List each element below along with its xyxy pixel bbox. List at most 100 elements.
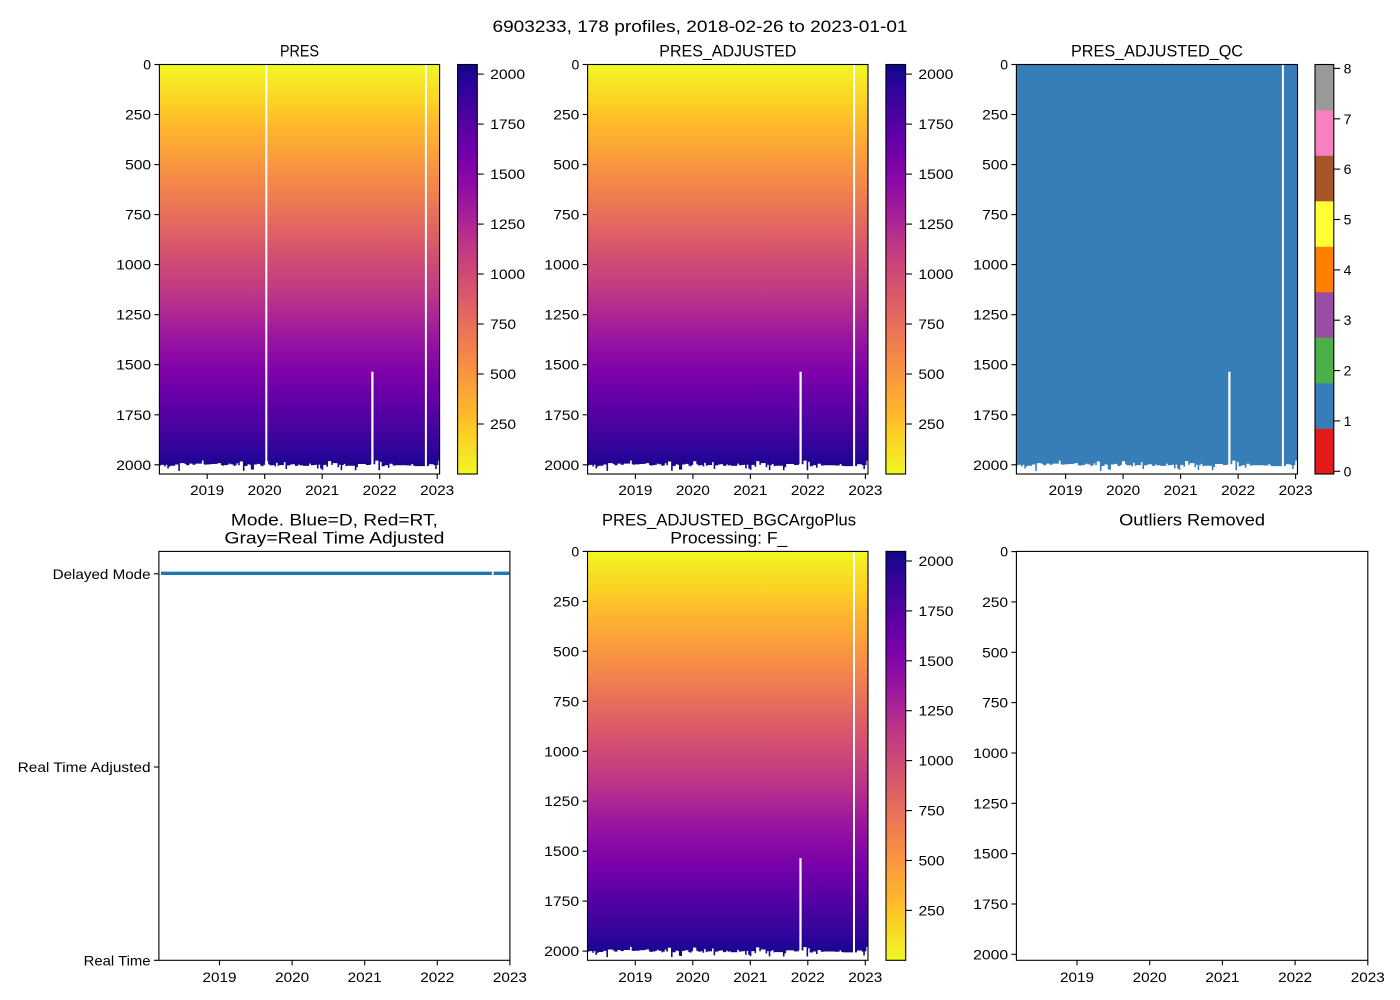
svg-text:2022: 2022 [791,482,825,498]
svg-text:2021: 2021 [1164,482,1198,498]
svg-text:1000: 1000 [490,266,525,282]
svg-text:1000: 1000 [544,743,579,759]
svg-text:1: 1 [1344,413,1352,429]
svg-text:2021: 2021 [733,482,767,498]
svg-text:250: 250 [553,593,579,609]
svg-text:1000: 1000 [973,257,1008,273]
svg-text:2023: 2023 [848,969,882,985]
svg-text:Real Time: Real Time [84,952,151,968]
svg-text:1500: 1500 [973,846,1008,862]
svg-text:2022: 2022 [363,482,397,498]
svg-text:500: 500 [982,157,1008,173]
svg-text:250: 250 [918,416,944,432]
svg-text:2022: 2022 [420,969,454,985]
svg-text:1000: 1000 [544,257,579,273]
svg-text:250: 250 [982,107,1008,123]
svg-text:2000: 2000 [919,553,954,569]
svg-text:2020: 2020 [1133,969,1167,985]
svg-text:Gray=Real Time Adjusted: Gray=Real Time Adjusted [224,529,444,547]
svg-text:500: 500 [553,157,579,173]
svg-text:2019: 2019 [618,969,652,985]
svg-text:250: 250 [982,594,1008,610]
svg-text:0: 0 [571,543,579,559]
svg-text:2022: 2022 [1278,969,1312,985]
svg-text:2023: 2023 [1279,482,1313,498]
svg-text:1000: 1000 [918,266,953,282]
svg-text:1250: 1250 [919,703,954,719]
svg-text:2020: 2020 [248,482,282,498]
svg-text:0: 0 [1344,463,1352,479]
svg-text:1500: 1500 [973,357,1008,373]
svg-text:1750: 1750 [919,603,954,619]
svg-text:Outliers Removed: Outliers Removed [1119,511,1265,529]
svg-text:PRES_ADJUSTED_QC: PRES_ADJUSTED_QC [1071,42,1243,60]
svg-text:750: 750 [553,693,579,709]
svg-text:2021: 2021 [348,969,382,985]
svg-text:500: 500 [490,366,516,382]
svg-text:1500: 1500 [919,653,954,669]
svg-text:2023: 2023 [493,969,527,985]
svg-text:1250: 1250 [116,307,151,323]
svg-text:1750: 1750 [490,116,525,132]
svg-text:0: 0 [1000,57,1008,73]
svg-text:1250: 1250 [490,216,525,232]
svg-text:1750: 1750 [973,896,1008,912]
svg-text:500: 500 [918,366,944,382]
svg-text:PRES_ADJUSTED_BGCArgoPlus: PRES_ADJUSTED_BGCArgoPlus [602,511,856,529]
svg-text:750: 750 [982,695,1008,711]
svg-text:8: 8 [1344,60,1352,76]
svg-text:1750: 1750 [544,407,579,423]
svg-text:0: 0 [1000,544,1008,560]
svg-text:750: 750 [982,207,1008,223]
svg-text:Processing: F_: Processing: F_ [670,529,788,547]
svg-text:PRES_ADJUSTED: PRES_ADJUSTED [659,42,796,60]
svg-text:2000: 2000 [973,457,1008,473]
svg-text:500: 500 [553,643,579,659]
svg-text:0: 0 [143,57,151,73]
svg-text:1500: 1500 [490,166,525,182]
svg-text:500: 500 [982,644,1008,660]
svg-text:2019: 2019 [618,482,652,498]
svg-text:2020: 2020 [676,969,710,985]
svg-text:1250: 1250 [918,216,953,232]
svg-text:2023: 2023 [420,482,454,498]
svg-text:2019: 2019 [203,969,237,985]
svg-text:2023: 2023 [1351,969,1385,985]
svg-text:2019: 2019 [190,482,224,498]
svg-text:2021: 2021 [1205,969,1239,985]
svg-text:500: 500 [125,157,151,173]
svg-text:250: 250 [125,107,151,123]
svg-text:Delayed Mode: Delayed Mode [53,566,151,582]
svg-text:1000: 1000 [116,257,151,273]
svg-text:2021: 2021 [733,969,767,985]
svg-text:2021: 2021 [305,482,339,498]
svg-text:1250: 1250 [544,793,579,809]
svg-text:Mode. Blue=D, Red=RT,: Mode. Blue=D, Red=RT, [231,511,438,529]
svg-text:5: 5 [1344,212,1352,228]
svg-text:750: 750 [919,803,945,819]
svg-text:1250: 1250 [973,307,1008,323]
svg-text:750: 750 [125,207,151,223]
svg-text:PRES: PRES [280,42,319,60]
svg-text:7: 7 [1344,111,1352,127]
svg-text:1750: 1750 [116,407,151,423]
svg-text:3: 3 [1344,312,1352,328]
svg-text:250: 250 [490,416,516,432]
svg-text:750: 750 [918,316,944,332]
svg-text:1250: 1250 [973,795,1008,811]
svg-text:1500: 1500 [544,843,579,859]
svg-text:2022: 2022 [1221,482,1255,498]
svg-text:2019: 2019 [1060,969,1094,985]
svg-text:2000: 2000 [544,943,579,959]
svg-text:6903233, 178 profiles, 2018-02: 6903233, 178 profiles, 2018-02-26 to 202… [493,17,908,36]
svg-text:2022: 2022 [791,969,825,985]
svg-text:2000: 2000 [490,66,525,82]
svg-text:750: 750 [490,316,516,332]
svg-text:1750: 1750 [544,893,579,909]
svg-text:1750: 1750 [973,407,1008,423]
svg-text:1750: 1750 [918,116,953,132]
svg-text:4: 4 [1344,262,1352,278]
svg-text:0: 0 [572,57,580,73]
svg-text:750: 750 [553,207,579,223]
svg-text:500: 500 [919,853,945,869]
